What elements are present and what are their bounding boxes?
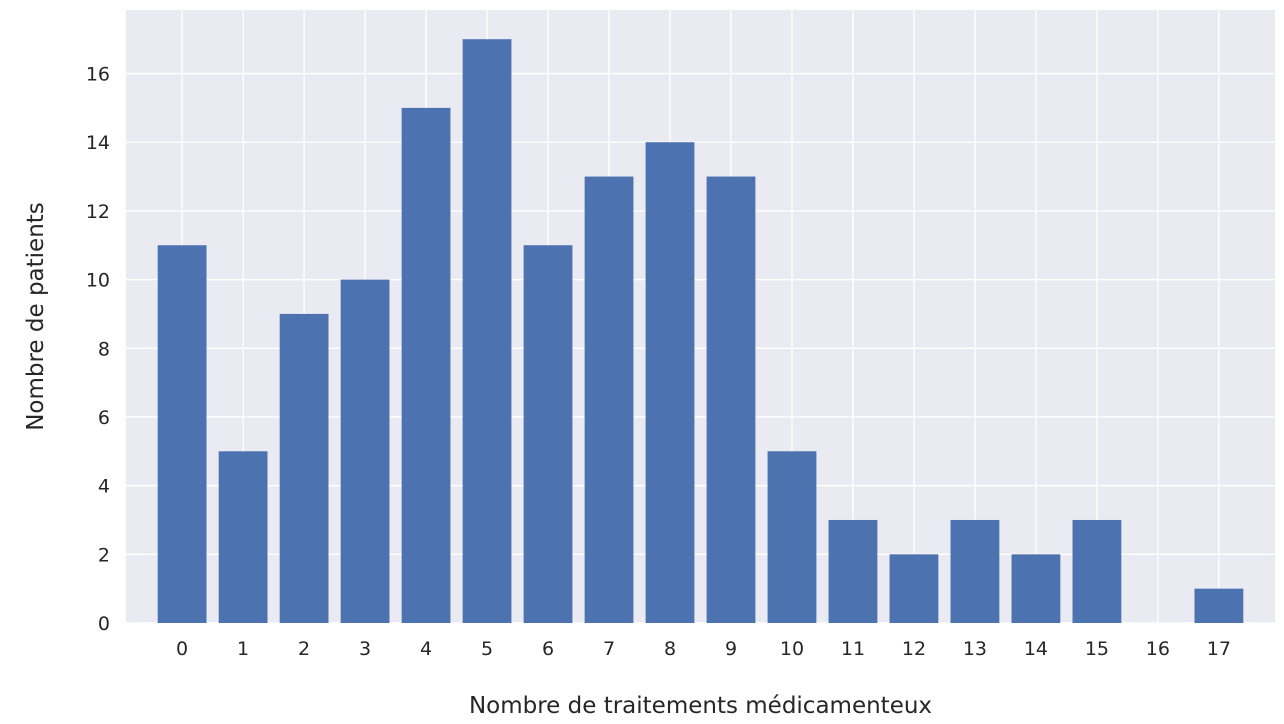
y-tick-label: 4	[98, 476, 110, 498]
x-tick-label: 0	[176, 638, 188, 660]
bar-6	[523, 245, 573, 623]
bar-0	[157, 245, 207, 623]
bar-10	[767, 451, 817, 623]
x-tick-label: 4	[420, 638, 432, 660]
x-tick-label: 6	[542, 638, 554, 660]
y-tick-label: 8	[98, 338, 110, 360]
bar-4	[401, 107, 451, 623]
y-tick-label: 2	[98, 544, 110, 566]
x-tick-label: 11	[841, 638, 865, 660]
bar-15	[1072, 519, 1122, 623]
y-axis-title: Nombre de patients	[23, 202, 49, 431]
bar-11	[828, 519, 878, 623]
x-tick-label: 3	[359, 638, 371, 660]
x-tick-label: 10	[780, 638, 804, 660]
x-tick-label: 9	[725, 638, 737, 660]
x-tick-label: 16	[1146, 638, 1170, 660]
bar-8	[645, 142, 695, 623]
x-tick-label: 2	[298, 638, 310, 660]
x-tick-label: 8	[664, 638, 676, 660]
x-tick-label: 1	[237, 638, 249, 660]
x-tick-label: 15	[1085, 638, 1109, 660]
bar-5	[462, 39, 512, 623]
x-axis-title: Nombre de traitements médicamenteux	[469, 693, 932, 719]
y-tick-label: 12	[86, 201, 110, 223]
y-tick-label: 10	[86, 270, 110, 292]
x-tick-label: 5	[481, 638, 493, 660]
x-tick-label: 13	[963, 638, 987, 660]
bar-9	[706, 176, 756, 623]
y-tick-label: 6	[98, 407, 110, 429]
bar-3	[340, 279, 390, 623]
x-tick-label: 7	[603, 638, 615, 660]
bar-12	[889, 554, 939, 623]
x-tick-label: 12	[902, 638, 926, 660]
x-tick-label: 14	[1024, 638, 1048, 660]
y-tick-label: 14	[86, 132, 110, 154]
bar-7	[584, 176, 634, 623]
y-tick-label: 0	[98, 613, 110, 635]
bar-13	[950, 519, 1000, 623]
bar-17	[1194, 588, 1244, 623]
bar-1	[218, 451, 268, 623]
bar-14	[1011, 554, 1061, 623]
x-tick-label: 17	[1207, 638, 1231, 660]
y-tick-label: 16	[86, 64, 110, 86]
bars	[157, 39, 1244, 623]
bar-2	[279, 313, 329, 623]
